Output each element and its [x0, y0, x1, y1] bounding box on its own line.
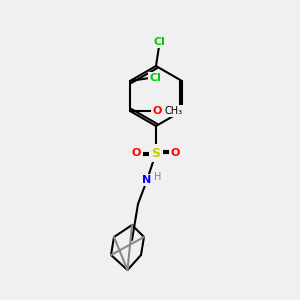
Text: Cl: Cl — [150, 73, 161, 83]
Text: N: N — [142, 175, 152, 185]
Text: O: O — [132, 148, 141, 158]
Text: CH₃: CH₃ — [164, 106, 183, 116]
Text: O: O — [152, 106, 162, 116]
Text: O: O — [171, 148, 180, 158]
Text: Cl: Cl — [153, 37, 165, 47]
Text: H: H — [154, 172, 161, 182]
Text: S: S — [152, 146, 160, 160]
